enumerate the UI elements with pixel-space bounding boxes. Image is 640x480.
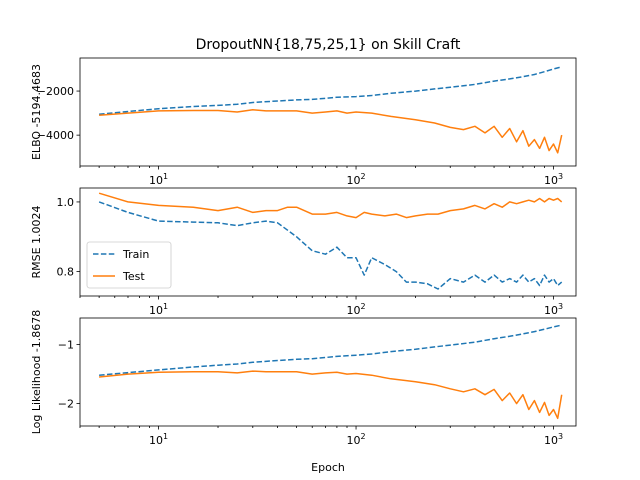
legend-label-test: Test bbox=[122, 270, 145, 283]
y-tick-label: −2000 bbox=[37, 85, 74, 98]
series-test-line bbox=[99, 109, 563, 154]
series-train-line bbox=[99, 66, 562, 115]
y-axis-label: ELBO -5194.4683 bbox=[30, 64, 43, 160]
series-train-line bbox=[99, 324, 562, 376]
x-tick-label: 102 bbox=[346, 172, 365, 187]
legend: Train Test bbox=[86, 241, 172, 289]
x-tick-label: 101 bbox=[149, 172, 168, 187]
chart-title: DropoutNN{18,75,25,1} on Skill Craft bbox=[196, 37, 461, 53]
x-axis-label: Epoch bbox=[311, 461, 345, 474]
y-tick-label: −2 bbox=[58, 398, 74, 411]
y-tick-label: −4000 bbox=[37, 129, 74, 142]
legend-label-train: Train bbox=[122, 248, 149, 261]
x-tick-label: 102 bbox=[346, 302, 365, 317]
y-axis-label: Log Likelihood -1.8678 bbox=[30, 310, 43, 435]
x-tick-label: 101 bbox=[149, 302, 168, 317]
series-train-line bbox=[98, 201, 563, 290]
axes-frame bbox=[79, 57, 577, 167]
y-tick-label: 1.0 bbox=[57, 196, 75, 209]
axes-frame bbox=[79, 317, 577, 427]
x-tick-label: 103 bbox=[544, 432, 563, 447]
series-test-line bbox=[98, 192, 563, 219]
series-test-line bbox=[99, 370, 563, 420]
x-tick-label: 103 bbox=[544, 302, 563, 317]
x-tick-label: 103 bbox=[544, 172, 563, 187]
subplot-2: 101 102 103 0.8 1.0 RMSE 1.0024 Train Test bbox=[30, 187, 577, 317]
y-tick-label: 0.8 bbox=[57, 266, 75, 279]
x-tick-label: 101 bbox=[149, 432, 168, 447]
x-tick-label: 102 bbox=[346, 432, 365, 447]
axes-frame bbox=[79, 187, 577, 297]
y-tick-label: −1 bbox=[58, 339, 74, 352]
y-axis-label: RMSE 1.0024 bbox=[30, 205, 43, 278]
subplot-3: 101 102 103 −2 −1 Log Likelihood -1.8678 bbox=[30, 310, 577, 447]
